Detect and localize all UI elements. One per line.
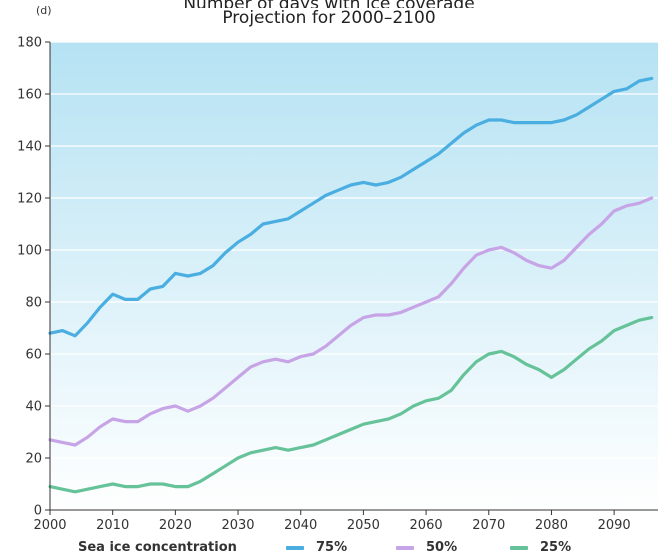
axes [49,42,658,511]
series-lines [48,76,654,494]
x-tick-label-2030: 2030 [221,518,254,533]
x-tick-label-2050: 2050 [347,518,380,533]
y-tick-label-20: 20 [25,452,42,467]
y-tick-label-160: 160 [17,88,42,103]
y-tick-label-0: 0 [34,504,42,519]
x-tick-label-2020: 2020 [159,518,192,533]
y-tick-label-120: 120 [17,192,42,207]
y-tick-label-100: 100 [17,244,42,259]
legend-swatch-50 [396,545,414,550]
legend-swatch-75 [286,545,304,550]
legend-item-50: 50% [396,540,457,555]
y-tick-label-180: 180 [17,36,42,51]
x-tick-label-2070: 2070 [472,518,505,533]
series-line-75 [48,76,654,338]
legend-item-25: 25% [510,540,571,555]
chart-title: Number of days with ice coverage Project… [0,0,658,28]
panel-label: (d) [36,4,52,17]
plot-background [50,42,658,510]
legend-label-75: 75% [316,540,348,555]
legend-title: Sea ice concentration [78,540,237,555]
y-tick-label-60: 60 [25,348,42,363]
legend-label-50: 50% [426,540,458,555]
chart-title-line2: Projection for 2000–2100 [222,8,436,28]
chart-title-line1: Number of days with ice coverage [0,0,658,8]
x-tick-label-2090: 2090 [598,518,631,533]
legend-item-75: 75% [286,540,347,555]
y-tick-label-80: 80 [25,296,42,311]
x-tick-label-2040: 2040 [284,518,317,533]
series-line-25 [48,316,654,494]
y-tick-labels: 0 20 40 60 80 100 120 140 160 180 [17,36,50,519]
legend: Sea ice concentration 75% 50% 25% [0,540,658,558]
y-tick-label-40: 40 [25,400,42,415]
legend-label-25: 25% [540,540,572,555]
grid-lines [50,41,658,459]
legend-swatch-25 [510,545,528,550]
x-tick-label-2010: 2010 [96,518,129,533]
series-line-50 [48,196,654,447]
x-tick-labels: 2000 2010 2020 2030 2040 2050 2060 2070 2080 2090 [33,510,631,533]
x-tick-label-2080: 2080 [535,518,568,533]
x-tick-label-2000: 2000 [33,518,66,533]
y-tick-label-140: 140 [17,140,42,155]
x-tick-label-2060: 2060 [410,518,443,533]
